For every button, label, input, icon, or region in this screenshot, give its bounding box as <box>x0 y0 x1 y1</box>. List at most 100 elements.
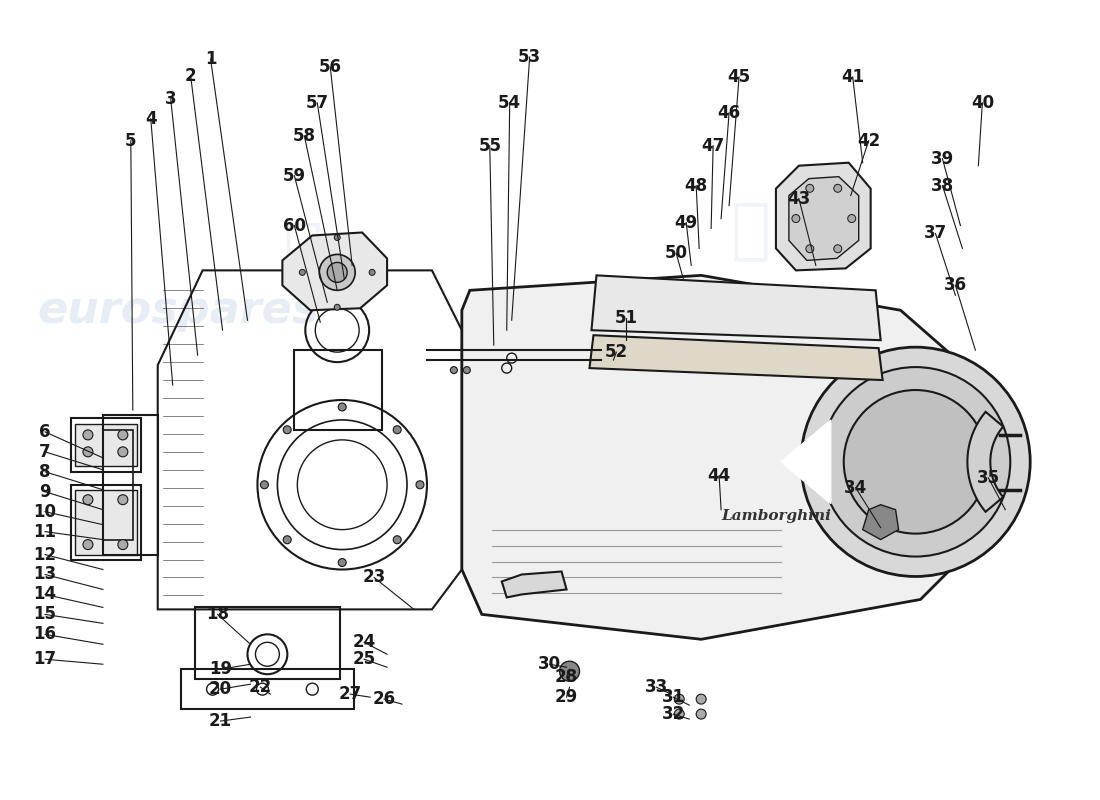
Text: 14: 14 <box>33 586 56 603</box>
Circle shape <box>82 494 92 505</box>
Text: 60: 60 <box>283 217 306 234</box>
Text: 10: 10 <box>34 502 56 521</box>
Circle shape <box>674 709 684 719</box>
Circle shape <box>560 662 580 681</box>
Text: 41: 41 <box>842 68 865 86</box>
Polygon shape <box>502 571 566 598</box>
Text: 21: 21 <box>209 712 232 730</box>
Polygon shape <box>789 177 859 261</box>
Text: 35: 35 <box>977 469 1000 486</box>
Circle shape <box>118 539 128 550</box>
Polygon shape <box>283 233 387 310</box>
Circle shape <box>450 366 458 374</box>
Text: 9: 9 <box>40 482 51 501</box>
Circle shape <box>821 367 1010 557</box>
Text: 56: 56 <box>319 58 342 76</box>
Text: 15: 15 <box>34 606 56 623</box>
Text: 28: 28 <box>556 668 579 686</box>
Text: 30: 30 <box>538 655 561 674</box>
Circle shape <box>299 270 306 275</box>
Circle shape <box>118 430 128 440</box>
Text: 17: 17 <box>33 650 56 668</box>
Circle shape <box>327 262 348 282</box>
Circle shape <box>696 709 706 719</box>
Polygon shape <box>592 275 881 340</box>
Circle shape <box>393 536 402 544</box>
Text: 1: 1 <box>205 50 217 68</box>
Circle shape <box>82 430 92 440</box>
Text: 46: 46 <box>717 104 740 122</box>
Polygon shape <box>967 412 1003 512</box>
Text: Lamborghini: Lamborghini <box>722 509 830 522</box>
Polygon shape <box>590 335 882 380</box>
Circle shape <box>283 536 292 544</box>
Circle shape <box>319 254 355 290</box>
Circle shape <box>806 245 814 253</box>
Circle shape <box>834 184 842 192</box>
Text: eurospares: eurospares <box>37 289 318 332</box>
Circle shape <box>806 184 814 192</box>
Text: 50: 50 <box>664 245 688 262</box>
Circle shape <box>118 447 128 457</box>
Text: 29: 29 <box>554 688 579 706</box>
Text: 6: 6 <box>40 423 51 441</box>
Circle shape <box>848 214 856 222</box>
Text: 12: 12 <box>33 546 56 563</box>
Polygon shape <box>862 505 899 539</box>
Text: 5: 5 <box>125 132 136 150</box>
Text: 2: 2 <box>185 67 197 85</box>
Circle shape <box>416 481 424 489</box>
Text: 34: 34 <box>844 478 867 497</box>
Text: 13: 13 <box>33 566 56 583</box>
Text: 36: 36 <box>944 276 967 294</box>
Text: 🐂: 🐂 <box>732 198 771 263</box>
Text: 🐂: 🐂 <box>283 218 322 283</box>
Text: 58: 58 <box>293 126 316 145</box>
Polygon shape <box>75 424 136 466</box>
Circle shape <box>82 447 92 457</box>
Text: 31: 31 <box>662 688 685 706</box>
Text: 53: 53 <box>518 48 541 66</box>
Text: 43: 43 <box>788 190 811 207</box>
Circle shape <box>844 390 988 534</box>
Text: 27: 27 <box>339 685 362 703</box>
Circle shape <box>674 694 684 704</box>
Circle shape <box>801 347 1031 577</box>
Text: 57: 57 <box>306 94 329 112</box>
Text: 32: 32 <box>661 705 685 723</box>
Text: eurospares: eurospares <box>461 318 742 362</box>
Text: 59: 59 <box>283 166 306 185</box>
Circle shape <box>792 214 800 222</box>
Text: 52: 52 <box>605 343 628 361</box>
Circle shape <box>393 426 402 434</box>
Text: 7: 7 <box>40 443 51 461</box>
Polygon shape <box>75 490 136 554</box>
Circle shape <box>834 245 842 253</box>
Text: 4: 4 <box>145 110 156 128</box>
Text: 48: 48 <box>684 177 707 194</box>
Text: 24: 24 <box>352 634 376 651</box>
Text: eurospares: eurospares <box>685 448 967 491</box>
Text: 20: 20 <box>209 680 232 698</box>
Text: 44: 44 <box>707 466 730 485</box>
Circle shape <box>334 234 340 241</box>
Text: 40: 40 <box>971 94 994 112</box>
Text: 45: 45 <box>727 68 750 86</box>
Circle shape <box>463 366 471 374</box>
Circle shape <box>370 270 375 275</box>
Text: 19: 19 <box>209 660 232 678</box>
Text: 37: 37 <box>924 225 947 242</box>
Circle shape <box>696 694 706 704</box>
Circle shape <box>283 426 292 434</box>
Polygon shape <box>776 162 871 270</box>
Circle shape <box>118 494 128 505</box>
Text: 22: 22 <box>249 678 272 696</box>
Text: 25: 25 <box>353 650 376 668</box>
Text: 33: 33 <box>645 678 668 696</box>
Circle shape <box>334 304 340 310</box>
Text: 38: 38 <box>931 177 954 194</box>
Text: 42: 42 <box>857 132 880 150</box>
Text: 51: 51 <box>615 310 638 327</box>
Text: 26: 26 <box>373 690 396 708</box>
Circle shape <box>338 403 346 411</box>
